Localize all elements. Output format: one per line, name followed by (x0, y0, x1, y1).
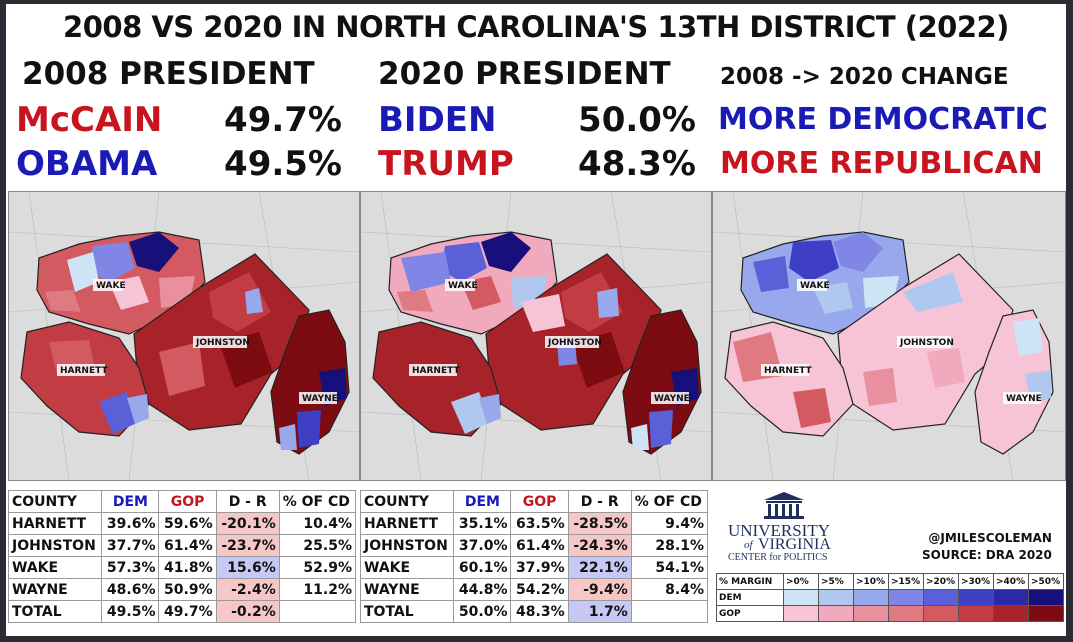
legend-dem-swatch (853, 589, 889, 606)
table-row: JOHNSTON 37.0% 61.4% -24.3% 28.1% (359, 534, 709, 557)
col-county: COUNTY (359, 490, 455, 513)
margin-legend: % MARGIN >0% >5% >10% >15% >20% >30% >40… (716, 573, 1064, 622)
table-row-total: TOTAL 49.5% 49.7% -0.2% (7, 600, 357, 623)
label-harnett-2008: HARNETT (60, 366, 108, 376)
page-title: 2008 VS 2020 IN NORTH CAROLINA'S 13TH DI… (63, 10, 1009, 44)
col-share: % OF CD (278, 490, 357, 513)
label-wake-2008: WAKE (96, 281, 126, 291)
label-harnett-change: HARNETT (764, 366, 812, 376)
table-2008: COUNTY DEM GOP D - R % OF CD HARNETT 39.… (7, 490, 357, 623)
header-change: 2008 -> 2020 CHANGE (720, 64, 1009, 90)
candidate-trump: TRUMP (378, 144, 514, 184)
legend-dem-swatch (923, 589, 959, 606)
legend-gop-swatch (958, 605, 994, 622)
label-harnett-2020: HARNETT (412, 366, 460, 376)
map-2008: WAKE JOHNSTON HARNETT WAYNE (8, 191, 360, 481)
legend-bin: >30% (958, 573, 994, 590)
label-wayne-2020: WAYNE (654, 394, 690, 404)
legend-bin: >50% (1028, 573, 1064, 590)
legend-gop-swatch (993, 605, 1029, 622)
map-change-svg: WAKE JOHNSTON HARNETT WAYNE (713, 192, 1065, 480)
label-wake-2020: WAKE (448, 281, 478, 291)
author-handle: @JMILESCOLEMAN (928, 531, 1052, 545)
infographic-card: 2008 VS 2020 IN NORTH CAROLINA'S 13TH DI… (6, 4, 1066, 636)
legend-bin: >20% (923, 573, 959, 590)
legend-gop-swatch (888, 605, 924, 622)
pct-obama: 49.5% (224, 144, 342, 184)
legend-dem-swatch (783, 589, 819, 606)
uva-logo-svg: UNIVERSITY of VIRGINIA CENTER for POLITI… (728, 492, 831, 563)
table-row: WAKE 57.3% 41.8% 15.6% 52.9% (7, 556, 357, 579)
label-johnston-2020: JOHNSTON (547, 338, 602, 348)
label-wayne-change: WAYNE (1006, 394, 1042, 404)
legend-bin: >5% (818, 573, 854, 590)
table-row: JOHNSTON 37.7% 61.4% -23.7% 25.5% (7, 534, 357, 557)
uva-center-for-politics-logo: UNIVERSITY of VIRGINIA CENTER for POLITI… (726, 492, 906, 566)
legend-gop-swatch (818, 605, 854, 622)
pct-mccain: 49.7% (224, 100, 342, 140)
col-dr: D - R (215, 490, 280, 513)
legend-dem-swatch (818, 589, 854, 606)
label-wake-change: WAKE (800, 281, 830, 291)
label-johnston-2008: JOHNSTON (195, 338, 250, 348)
pct-trump: 48.3% (578, 144, 696, 184)
legend-bin: >10% (853, 573, 889, 590)
legend-gop-swatch (923, 605, 959, 622)
map-change: WAKE JOHNSTON HARNETT WAYNE (712, 191, 1066, 481)
logo-university: UNIVERSITY (728, 521, 830, 540)
legend-dem-swatch (993, 589, 1029, 606)
map-2020: WAKE JOHNSTON HARNETT WAYNE (360, 191, 712, 481)
col-gop: GOP (510, 490, 569, 513)
header-2020-president: 2020 PRESIDENT (378, 56, 671, 92)
legend-gop-label: GOP (716, 605, 784, 622)
logo-virginia: VIRGINIA (758, 536, 831, 553)
logo-center-for-politics: CENTER for POLITICS (728, 552, 827, 562)
legend-bin: >0% (783, 573, 819, 590)
legend-bin: >15% (888, 573, 924, 590)
table-row-total: TOTAL 50.0% 48.3% 1.7% (359, 600, 709, 623)
col-dr: D - R (567, 490, 632, 513)
col-dem: DEM (453, 490, 512, 513)
label-wayne-2008: WAYNE (302, 394, 338, 404)
col-dem: DEM (101, 490, 160, 513)
table-row: WAYNE 44.8% 54.2% -9.4% 8.4% (359, 578, 709, 601)
label-johnston-change: JOHNSTON (899, 338, 954, 348)
legend-bin: >40% (993, 573, 1029, 590)
legend-gop-swatch (853, 605, 889, 622)
table-row: HARNETT 35.1% 63.5% -28.5% 9.4% (359, 512, 709, 535)
label-more-democratic: MORE DEMOCRATIC (718, 102, 1048, 137)
candidate-obama: OBAMA (16, 144, 158, 184)
col-share: % OF CD (630, 490, 709, 513)
pct-biden: 50.0% (578, 100, 696, 140)
label-more-republican: MORE REPUBLICAN (720, 146, 1043, 181)
candidate-biden: BIDEN (378, 100, 497, 140)
data-source: SOURCE: DRA 2020 (922, 548, 1052, 562)
table-row: HARNETT 39.6% 59.6% -20.1% 10.4% (7, 512, 357, 535)
legend-dem-label: DEM (716, 589, 784, 606)
legend-gop-swatch (783, 605, 819, 622)
legend-header: % MARGIN (716, 573, 784, 590)
header-2008-president: 2008 PRESIDENT (22, 56, 315, 92)
col-county: COUNTY (7, 490, 103, 513)
logo-of: of (744, 539, 755, 551)
legend-dem-swatch (1028, 589, 1064, 606)
table-row: WAYNE 48.6% 50.9% -2.4% 11.2% (7, 578, 357, 601)
table-2020: COUNTY DEM GOP D - R % OF CD HARNETT 35.… (359, 490, 709, 623)
map-2020-svg: WAKE JOHNSTON HARNETT WAYNE (361, 192, 711, 480)
col-gop: GOP (158, 490, 217, 513)
credit-block: @JMILESCOLEMAN SOURCE: DRA 2020 (922, 530, 1052, 564)
legend-gop-swatch (1028, 605, 1064, 622)
map-2008-svg: WAKE JOHNSTON HARNETT WAYNE (9, 192, 359, 480)
table-row: WAKE 60.1% 37.9% 22.1% 54.1% (359, 556, 709, 579)
legend-dem-swatch (888, 589, 924, 606)
candidate-mccain: McCAIN (16, 100, 163, 140)
legend-dem-swatch (958, 589, 994, 606)
